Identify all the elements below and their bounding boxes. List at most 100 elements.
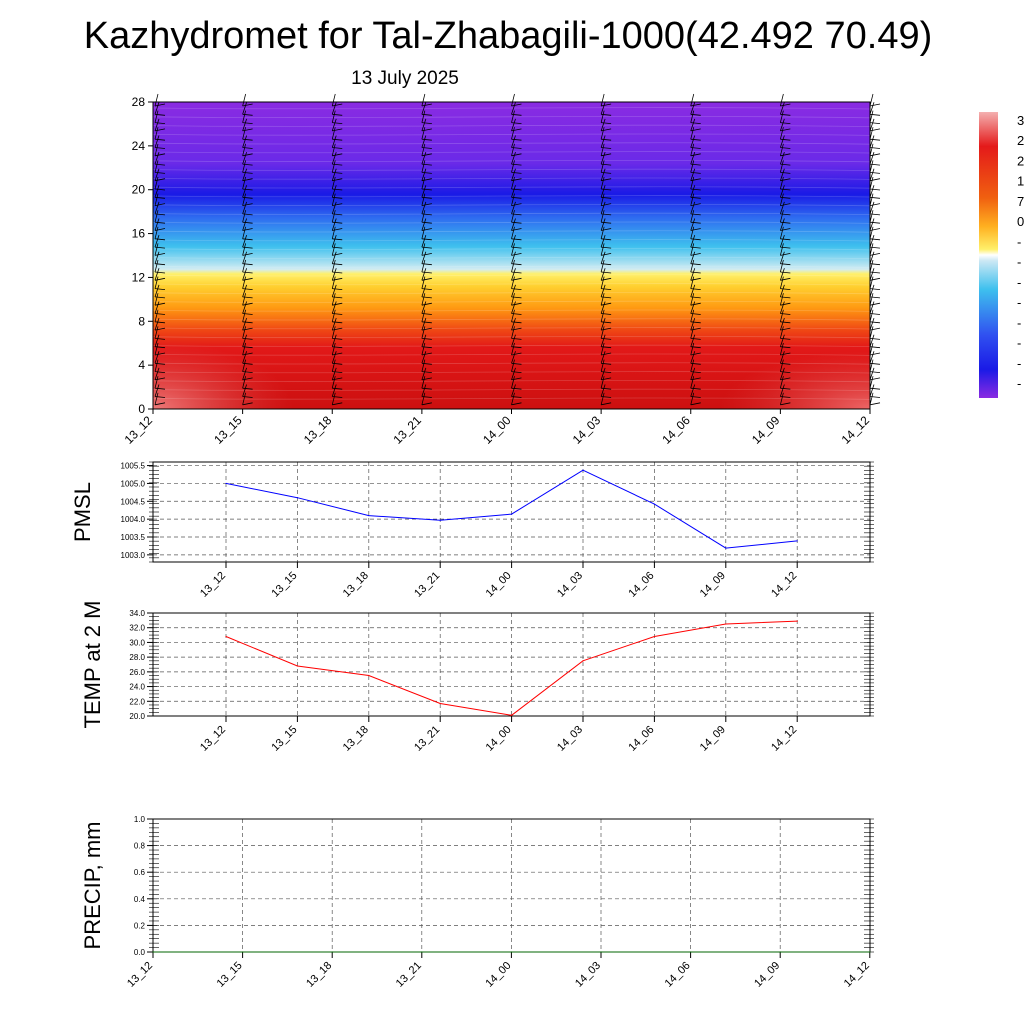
wind-barb xyxy=(154,367,166,381)
wind-barb xyxy=(421,110,432,124)
wind-barb xyxy=(869,110,881,124)
wind-barb xyxy=(154,359,166,373)
x-tick-label: 14_12 xyxy=(842,960,872,990)
x-tick-label: 13_21 xyxy=(412,570,442,600)
wind-barb xyxy=(154,342,166,356)
contour-line xyxy=(152,353,871,356)
wind-barb xyxy=(690,118,701,132)
data-point xyxy=(296,497,298,499)
wind-barb xyxy=(600,259,612,274)
contour-line xyxy=(152,221,871,224)
y-axis-title: TEMP at 2 M xyxy=(80,601,105,729)
wind-barb xyxy=(690,367,701,381)
contour-line xyxy=(152,142,871,145)
data-point xyxy=(653,635,656,638)
wind-barb xyxy=(690,160,701,174)
wind-barb xyxy=(600,143,612,157)
data-point xyxy=(152,951,154,953)
contour-line xyxy=(152,309,871,312)
wind-barb xyxy=(511,168,522,182)
pmsl-panel: 1003.0 1003.5 1004.0 1004.5 1005.0 1005.5 13_1… xyxy=(70,461,874,600)
wind-barb xyxy=(511,118,522,132)
wind-barb xyxy=(154,317,166,331)
wind-barb xyxy=(154,268,166,281)
wind-barb xyxy=(331,176,343,191)
data-point xyxy=(582,469,584,471)
contour-line xyxy=(152,168,871,171)
wind-barb xyxy=(869,309,881,324)
data-point xyxy=(368,514,370,517)
wind-barb xyxy=(421,317,432,331)
wind-barb xyxy=(779,276,791,290)
colorbar-label: - xyxy=(1017,275,1021,290)
wind-barb xyxy=(331,367,343,381)
wind-barb xyxy=(600,326,612,340)
colorbar-label: 2 xyxy=(1017,133,1024,148)
wind-barb xyxy=(869,367,881,381)
wind-barb xyxy=(242,143,253,157)
wind-barb xyxy=(511,268,522,281)
data-point xyxy=(225,482,227,485)
contour-line xyxy=(152,256,871,259)
wind-barb xyxy=(779,226,791,241)
wind-barb xyxy=(690,309,701,324)
x-tick-label: 13_12 xyxy=(198,724,228,754)
x-tick-label: 14_00 xyxy=(483,960,513,990)
y-tick-label: 1.0 xyxy=(134,815,146,824)
x-tick-label: 13_18 xyxy=(304,960,334,990)
wind-barb xyxy=(511,218,522,231)
y-tick-label: 1003.5 xyxy=(121,533,146,542)
x-tick-label: 14_03 xyxy=(555,570,585,600)
wind-barb xyxy=(779,342,791,356)
contour-line xyxy=(152,318,871,321)
wind-barb xyxy=(511,243,522,256)
contour-line xyxy=(152,239,871,242)
wind-barb xyxy=(869,218,881,231)
wind-barb xyxy=(421,127,432,141)
y-tick-label: 1003.0 xyxy=(121,551,146,560)
wind-barb xyxy=(779,143,791,157)
x-tick-label: 14_06 xyxy=(659,413,693,447)
wind-barb xyxy=(869,384,881,398)
wind-barb xyxy=(511,226,522,241)
wind-barb xyxy=(331,218,343,231)
wind-barb xyxy=(242,93,253,107)
wind-barb xyxy=(331,118,343,132)
wind-barb xyxy=(242,367,253,381)
x-tick-label: 13_18 xyxy=(301,413,335,447)
data-point xyxy=(690,951,692,953)
wind-barb xyxy=(242,160,253,174)
y-tick-label: 32.0 xyxy=(129,624,145,633)
wind-barb xyxy=(511,293,522,306)
data-point xyxy=(510,951,512,953)
y-tick-label: 16 xyxy=(132,227,146,241)
colorbar-label: - xyxy=(1017,376,1021,391)
contour-line xyxy=(152,265,871,268)
x-tick-label: 14_00 xyxy=(480,413,514,447)
wind-barb xyxy=(600,226,612,241)
wind-barb xyxy=(511,110,522,124)
wind-barb xyxy=(421,309,432,324)
wind-barb xyxy=(511,309,522,324)
x-tick-label: 13_12 xyxy=(198,570,228,600)
wind-barb xyxy=(154,210,166,224)
wind-barb xyxy=(421,326,432,340)
x-tick-label: 14_06 xyxy=(626,724,656,754)
colorbar-label: 3 xyxy=(1017,113,1024,128)
wind-barb xyxy=(600,392,612,406)
wind-barb xyxy=(242,293,253,306)
wind-barb xyxy=(154,168,166,182)
wind-barb xyxy=(331,226,343,241)
y-tick-label: 1005.0 xyxy=(121,479,146,488)
wind-barb xyxy=(690,243,701,256)
wind-barb xyxy=(600,367,612,381)
contour-line xyxy=(152,344,871,347)
y-tick-label: 24.0 xyxy=(129,683,145,692)
wind-barb xyxy=(690,293,701,306)
wind-barb xyxy=(600,193,612,206)
y-tick-label: 1004.5 xyxy=(121,497,146,506)
x-tick-label: 14_12 xyxy=(839,413,873,447)
x-tick-label: 14_03 xyxy=(573,960,603,990)
wind-barb xyxy=(690,342,701,356)
y-tick-label: 28.0 xyxy=(129,653,145,662)
